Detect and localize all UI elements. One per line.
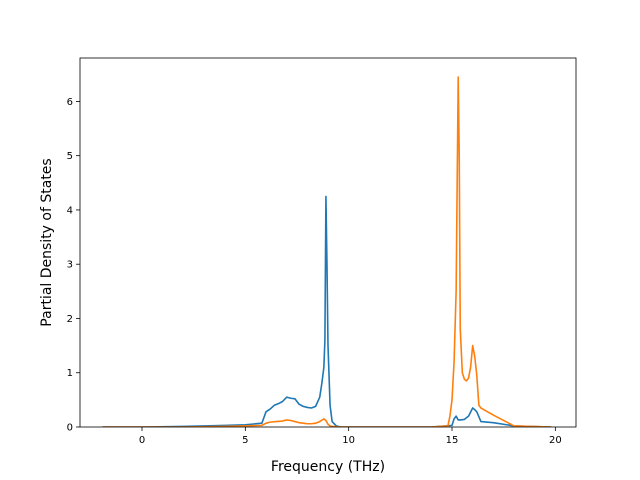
y-tick-label: 3: [67, 260, 73, 271]
y-tick-label: 6: [67, 97, 73, 108]
series-line-1: [102, 195, 552, 427]
series-line-2: [102, 76, 552, 427]
y-axis: 0 1 2 3 4 5 6: [67, 97, 80, 434]
x-tick-label: 0: [139, 435, 145, 446]
y-tick-label: 2: [67, 314, 73, 325]
x-tick-label: 5: [242, 435, 248, 446]
y-tick-label: 1: [67, 368, 73, 379]
x-tick-label: 20: [549, 435, 562, 446]
x-tick-label: 15: [446, 435, 459, 446]
x-tick-label: 10: [342, 435, 355, 446]
y-axis-label: Partial Density of States: [39, 158, 55, 326]
x-axis-label: Frequency (THz): [271, 459, 385, 475]
y-tick-label: 5: [67, 151, 73, 162]
x-axis: 0 5 10 15 20: [139, 427, 562, 446]
plot-frame: [79, 57, 577, 428]
y-tick-label: 4: [67, 205, 73, 216]
y-tick-label: 0: [67, 423, 73, 434]
